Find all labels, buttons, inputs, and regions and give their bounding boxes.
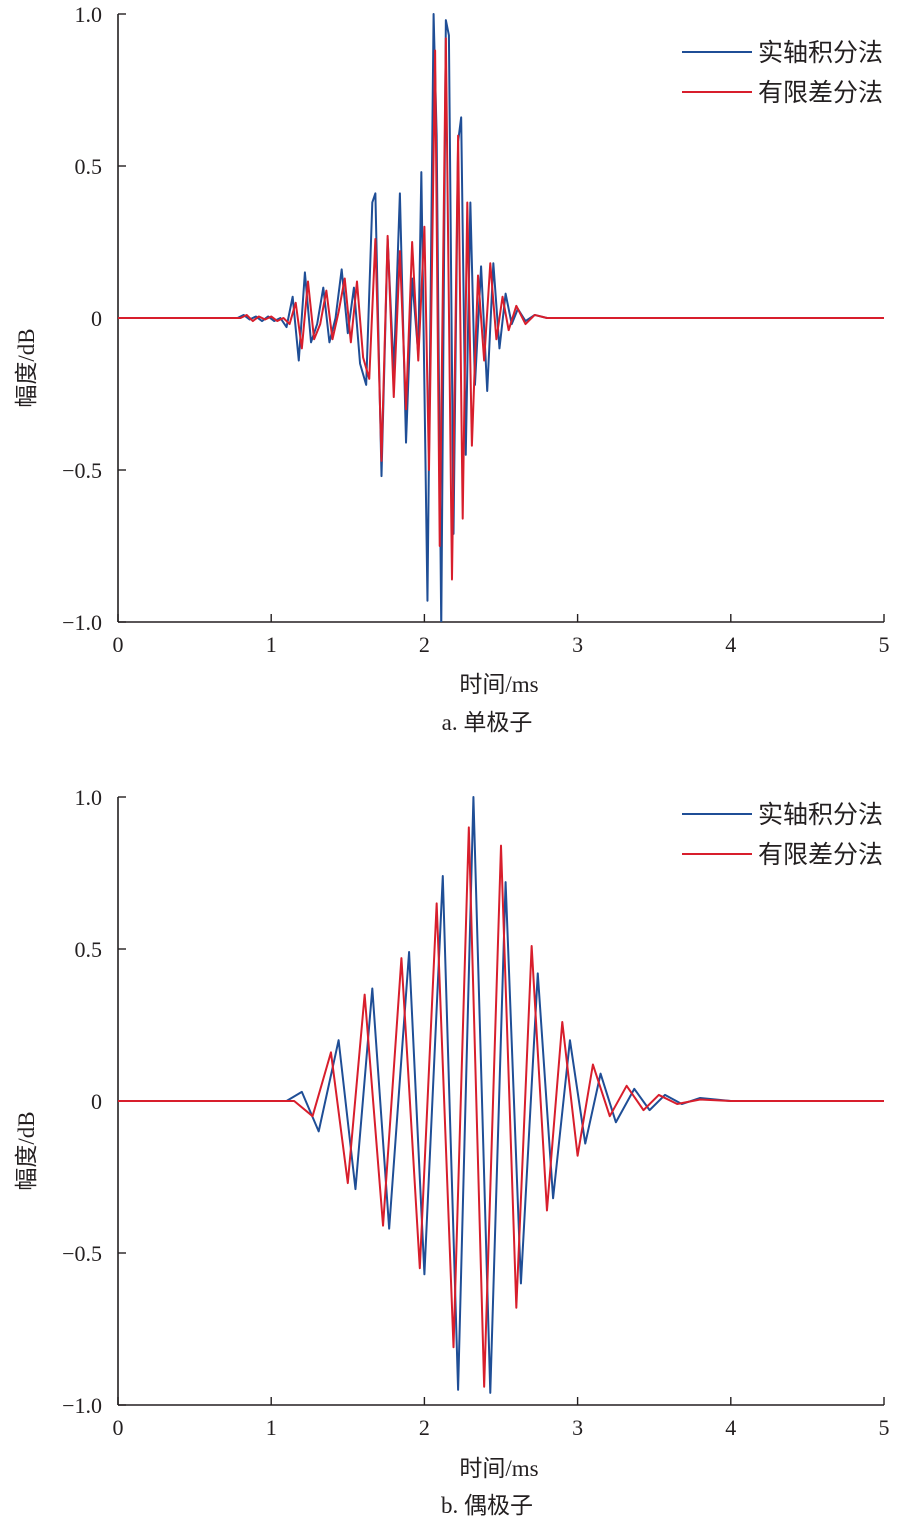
- legend-label: 有限差分法: [758, 841, 883, 869]
- chart-panel-a: 0 1 2 3 4 5 −1.0 −0.5 0 0.5 1.0 时间/ms 幅度/dB a. 单极子 实轴积…: [14, 2, 890, 735]
- chart-caption: b. 偶极子: [441, 1493, 533, 1518]
- x-tick-label: 5: [879, 632, 890, 657]
- y-tick-label: −1.0: [62, 610, 102, 635]
- x-tick-label: 1: [266, 1415, 277, 1440]
- x-tick-label: 0: [113, 632, 124, 657]
- x-tick-label: 4: [725, 632, 736, 657]
- x-tick-label: 5: [879, 1415, 890, 1440]
- y-tick-label: 0: [91, 1089, 102, 1114]
- legend-label: 实轴积分法: [758, 39, 883, 67]
- x-tick-label: 4: [725, 1415, 736, 1440]
- x-tick-label: 2: [419, 1415, 430, 1440]
- x-tick-label: 3: [572, 632, 583, 657]
- legend-label: 有限差分法: [758, 79, 883, 107]
- y-tick-label: −0.5: [62, 458, 102, 483]
- series-line-fdm: [118, 826, 884, 1388]
- x-axis-title: 时间/ms: [459, 1456, 538, 1481]
- chart-caption: a. 单极子: [442, 710, 533, 735]
- x-tick-label: 3: [572, 1415, 583, 1440]
- chart-panel-b: 0 1 2 3 4 5 −1.0 −0.5 0 0.5 1.0 时间/ms 幅度/dB b. 偶极子 实轴积…: [14, 785, 890, 1518]
- series-line-fdm: [118, 37, 884, 581]
- y-axis-title: 幅度/dB: [14, 1111, 39, 1190]
- legend-label: 实轴积分法: [758, 801, 883, 829]
- y-tick-label: −0.5: [62, 1241, 102, 1266]
- x-tick-label: 0: [113, 1415, 124, 1440]
- y-tick-label: 1.0: [75, 2, 103, 27]
- x-tick-label: 1: [266, 632, 277, 657]
- x-tick-label: 2: [419, 632, 430, 657]
- y-tick-label: 1.0: [75, 785, 103, 810]
- y-tick-label: 0.5: [75, 154, 103, 179]
- y-tick-label: −1.0: [62, 1393, 102, 1418]
- x-axis-title: 时间/ms: [459, 672, 538, 697]
- y-tick-label: 0: [91, 306, 102, 331]
- y-axis-title: 幅度/dB: [14, 328, 39, 407]
- y-tick-label: 0.5: [75, 937, 103, 962]
- series-line-real-axis: [118, 796, 884, 1394]
